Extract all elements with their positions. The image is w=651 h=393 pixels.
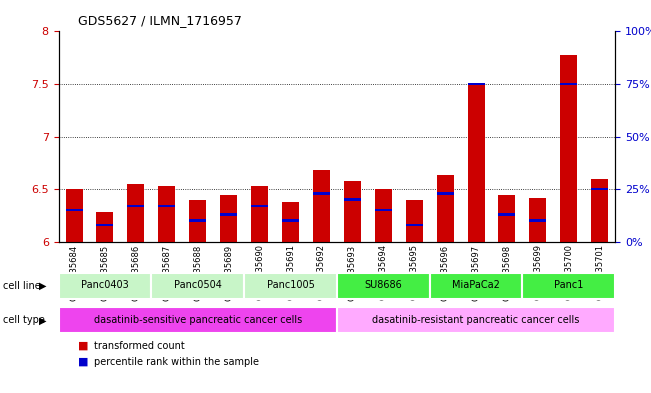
FancyBboxPatch shape	[337, 307, 615, 333]
FancyBboxPatch shape	[430, 273, 522, 299]
Text: Panc0504: Panc0504	[174, 280, 222, 290]
Bar	[220, 213, 237, 216]
Text: ▶: ▶	[39, 281, 47, 291]
Bar	[375, 189, 392, 242]
Text: percentile rank within the sample: percentile rank within the sample	[94, 356, 259, 367]
Bar	[529, 198, 546, 242]
Text: cell line: cell line	[3, 281, 41, 291]
FancyBboxPatch shape	[244, 273, 337, 299]
Bar	[499, 195, 516, 242]
Bar	[437, 175, 454, 242]
FancyBboxPatch shape	[151, 273, 244, 299]
Bar	[344, 198, 361, 201]
Text: ■: ■	[78, 341, 89, 351]
FancyBboxPatch shape	[522, 273, 615, 299]
FancyBboxPatch shape	[337, 273, 430, 299]
Text: ▶: ▶	[39, 315, 47, 325]
Bar	[561, 83, 577, 85]
Bar	[128, 184, 145, 242]
Bar	[591, 188, 608, 191]
Bar	[66, 189, 83, 242]
Text: dasatinib-sensitive pancreatic cancer cells: dasatinib-sensitive pancreatic cancer ce…	[94, 314, 302, 325]
Bar	[96, 224, 113, 226]
Bar	[313, 170, 330, 242]
Bar	[313, 192, 330, 195]
Bar	[158, 205, 175, 207]
Bar	[96, 212, 113, 242]
Text: dasatinib-resistant pancreatic cancer cells: dasatinib-resistant pancreatic cancer ce…	[372, 314, 580, 325]
Bar	[189, 219, 206, 222]
Text: Panc1005: Panc1005	[266, 280, 314, 290]
Bar	[375, 209, 392, 211]
Bar	[251, 205, 268, 207]
Text: SU8686: SU8686	[365, 280, 402, 290]
Text: cell type: cell type	[3, 315, 45, 325]
Text: GDS5627 / ILMN_1716957: GDS5627 / ILMN_1716957	[78, 14, 242, 27]
Bar	[344, 181, 361, 242]
Bar	[499, 213, 516, 216]
Bar	[251, 186, 268, 242]
Text: MiaPaCa2: MiaPaCa2	[452, 280, 500, 290]
FancyBboxPatch shape	[59, 273, 151, 299]
Bar	[437, 192, 454, 195]
Bar	[158, 186, 175, 242]
Bar	[128, 205, 145, 207]
Bar	[467, 84, 484, 242]
Text: ■: ■	[78, 356, 89, 367]
Text: Panc1: Panc1	[554, 280, 583, 290]
Bar	[529, 219, 546, 222]
Bar	[282, 219, 299, 222]
Bar	[66, 209, 83, 211]
Bar	[282, 202, 299, 242]
Bar	[467, 83, 484, 85]
Text: Panc0403: Panc0403	[81, 280, 129, 290]
Text: transformed count: transformed count	[94, 341, 185, 351]
Bar	[406, 224, 422, 226]
Bar	[561, 55, 577, 242]
Bar	[220, 195, 237, 242]
Bar	[406, 200, 422, 242]
Bar	[189, 200, 206, 242]
Bar	[591, 178, 608, 242]
FancyBboxPatch shape	[59, 307, 337, 333]
